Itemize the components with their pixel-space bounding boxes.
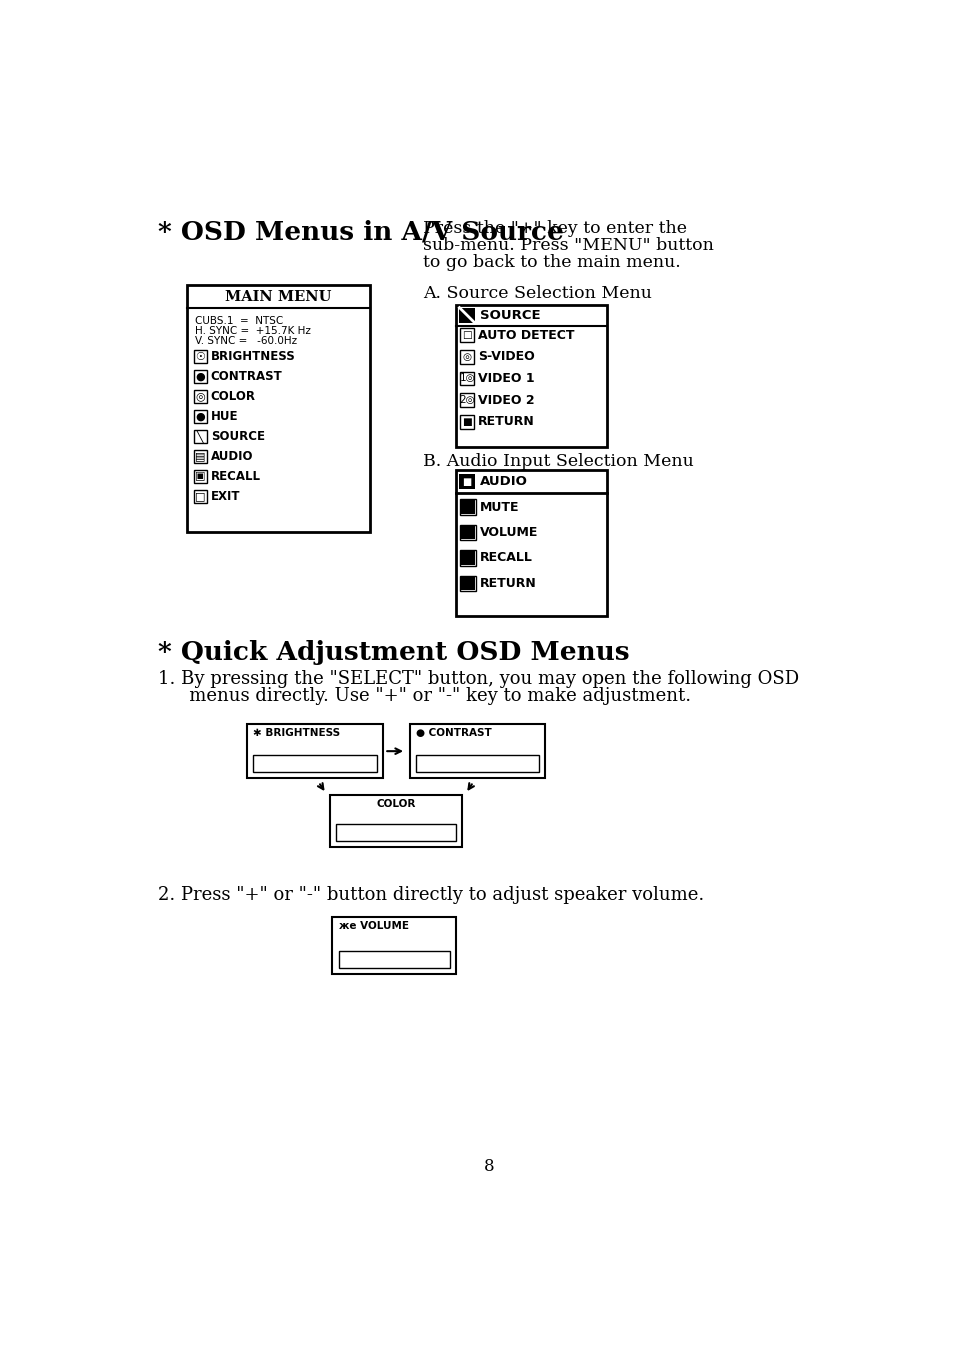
Bar — [247, 724, 382, 778]
Text: Press the "+" key to enter the: Press the "+" key to enter the — [422, 220, 686, 236]
Bar — [187, 285, 369, 532]
Bar — [330, 794, 461, 847]
Text: ■: ■ — [462, 477, 472, 486]
Bar — [193, 390, 207, 403]
Bar — [459, 350, 474, 363]
Bar — [460, 526, 475, 539]
Text: BRIGHTNESS: BRIGHTNESS — [211, 350, 295, 363]
Bar — [456, 304, 607, 447]
Bar — [416, 755, 476, 771]
Text: же VOLUME: же VOLUME — [338, 920, 408, 931]
Bar — [459, 500, 476, 515]
Text: MAIN MENU: MAIN MENU — [225, 290, 332, 304]
Bar — [338, 951, 450, 969]
Bar — [253, 755, 314, 771]
Text: V. SYNC =   -60.0Hz: V. SYNC = -60.0Hz — [195, 336, 297, 346]
Text: ●: ● — [195, 412, 205, 422]
Bar — [193, 370, 207, 384]
Text: SOURCE: SOURCE — [479, 309, 539, 322]
Bar — [460, 577, 475, 590]
Text: □: □ — [462, 331, 472, 340]
Text: RETURN: RETURN — [479, 577, 536, 590]
Bar — [335, 824, 389, 842]
Text: RECALL: RECALL — [211, 470, 260, 484]
Text: to go back to the main menu.: to go back to the main menu. — [422, 254, 680, 270]
Text: 1. By pressing the "SELECT" button, you may open the following OSD: 1. By pressing the "SELECT" button, you … — [158, 670, 799, 688]
Text: sub-menu. Press "MENU" button: sub-menu. Press "MENU" button — [422, 236, 713, 254]
Bar — [459, 372, 474, 385]
Bar — [459, 576, 476, 590]
Bar — [459, 550, 476, 566]
Text: ■: ■ — [462, 416, 472, 427]
Text: SOURCE: SOURCE — [211, 430, 264, 443]
Text: CONTRAST: CONTRAST — [211, 370, 282, 384]
Bar — [459, 474, 475, 489]
Text: 1◎: 1◎ — [459, 373, 475, 384]
Text: ●: ● — [195, 372, 205, 381]
Bar — [459, 308, 475, 323]
Bar — [459, 328, 474, 342]
Bar — [193, 490, 207, 503]
Bar — [193, 470, 207, 484]
Text: ╲: ╲ — [196, 430, 203, 443]
Text: ▣: ▣ — [194, 471, 205, 482]
Text: ● CONTRAST: ● CONTRAST — [416, 728, 492, 738]
Text: * Quick Adjustment OSD Menus: * Quick Adjustment OSD Menus — [158, 639, 629, 665]
Text: ◎: ◎ — [462, 351, 471, 362]
Text: HUE: HUE — [211, 411, 238, 423]
Text: * OSD Menus in A/V Source: * OSD Menus in A/V Source — [158, 220, 563, 245]
Bar — [460, 500, 475, 513]
Text: ◎: ◎ — [195, 392, 205, 401]
Text: ☉: ☉ — [195, 351, 205, 362]
Text: CUBS.1  =  NTSC: CUBS.1 = NTSC — [195, 316, 283, 326]
Text: ▤: ▤ — [194, 451, 205, 462]
Text: COLOR: COLOR — [375, 798, 416, 809]
Text: COLOR: COLOR — [211, 390, 255, 403]
Text: RETURN: RETURN — [477, 415, 535, 428]
Bar — [459, 393, 474, 407]
Bar — [456, 470, 607, 616]
Text: □: □ — [194, 492, 205, 501]
Text: ✱ BRIGHTNESS: ✱ BRIGHTNESS — [253, 728, 340, 738]
Text: 2◎: 2◎ — [459, 394, 475, 405]
Bar — [459, 415, 474, 428]
Bar — [459, 524, 476, 540]
Text: B. Audio Input Selection Menu: B. Audio Input Selection Menu — [422, 453, 693, 470]
Text: A. Source Selection Menu: A. Source Selection Menu — [422, 285, 651, 303]
Bar — [338, 951, 419, 969]
Bar — [193, 411, 207, 423]
Bar — [193, 450, 207, 463]
Bar — [335, 824, 456, 842]
Bar — [410, 724, 545, 778]
Text: VIDEO 2: VIDEO 2 — [477, 393, 534, 407]
Text: S-VIDEO: S-VIDEO — [477, 350, 535, 363]
Text: RECALL: RECALL — [479, 551, 532, 565]
Bar — [332, 917, 456, 974]
Text: AUDIO: AUDIO — [479, 476, 527, 488]
Text: EXIT: EXIT — [211, 490, 240, 503]
Text: 2. Press "+" or "-" button directly to adjust speaker volume.: 2. Press "+" or "-" button directly to a… — [158, 886, 703, 904]
Bar — [460, 551, 475, 565]
Bar — [416, 755, 538, 771]
Text: H. SYNC =  +15.7K Hz: H. SYNC = +15.7K Hz — [195, 326, 311, 336]
Text: VOLUME: VOLUME — [479, 526, 537, 539]
Text: AUDIO: AUDIO — [211, 450, 253, 463]
Bar — [193, 350, 207, 363]
Text: 8: 8 — [483, 1158, 494, 1175]
Text: AUTO DETECT: AUTO DETECT — [477, 328, 574, 342]
Text: VIDEO 1: VIDEO 1 — [477, 372, 534, 385]
Bar — [193, 430, 207, 443]
Bar — [253, 755, 376, 771]
Text: MUTE: MUTE — [479, 501, 518, 513]
Text: menus directly. Use "+" or "-" key to make adjustment.: menus directly. Use "+" or "-" key to ma… — [172, 688, 690, 705]
